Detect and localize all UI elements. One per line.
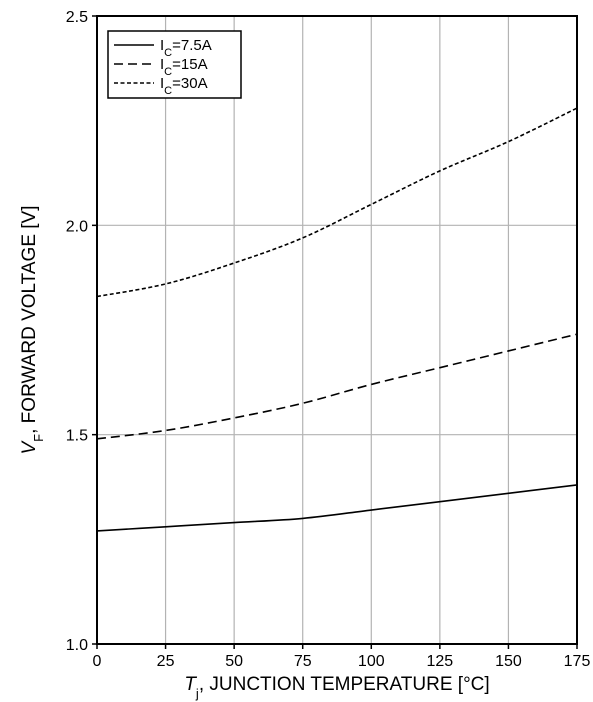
- series-line-2: [96, 333, 578, 440]
- x-tick-label: 25: [157, 653, 175, 670]
- y-axis-title-text: , FORWARD VOLTAGE [V]: [19, 205, 40, 433]
- y-axis-title-subscript: F: [31, 434, 46, 442]
- x-axis-title-subscript: j: [195, 686, 199, 701]
- x-tick-label: 100: [358, 653, 385, 670]
- y-tick-label: 2.5: [66, 9, 88, 26]
- y-tick-label: 1.5: [66, 428, 88, 445]
- x-axis-ticks: 0 25 50 75 100 125 150 175: [93, 644, 591, 670]
- x-tick-label: 0: [93, 653, 102, 670]
- x-axis-title: Tj, JUNCTION TEMPERATURE [°C]: [184, 674, 489, 701]
- plot-frame: [96, 15, 578, 645]
- series-line-3: [96, 107, 578, 298]
- y-tick-label: 1.0: [66, 637, 88, 654]
- grid-lines: [97, 16, 577, 644]
- x-tick-label: 175: [564, 653, 591, 670]
- x-axis-title-text: , JUNCTION TEMPERATURE [°C]: [199, 674, 490, 695]
- x-tick-label: 50: [225, 653, 243, 670]
- y-tick-label: 2.0: [66, 218, 88, 235]
- x-tick-label: 125: [427, 653, 454, 670]
- series-lines: [96, 107, 578, 532]
- y-axis-title-symbol: V: [19, 440, 40, 455]
- series-line-1: [96, 484, 578, 532]
- legend-label-1: IC=7.5A: [160, 37, 212, 59]
- y-axis-ticks: 1.0 1.5 2.0 2.5: [66, 9, 97, 654]
- y-axis-title: VF, FORWARD VOLTAGE [V]: [19, 205, 46, 454]
- legend-label-3: IC=30A: [160, 75, 208, 97]
- x-tick-label: 75: [294, 653, 312, 670]
- x-axis-title-symbol: T: [184, 674, 197, 695]
- x-tick-label: 150: [495, 653, 522, 670]
- legend-label-2: IC=15A: [160, 56, 208, 78]
